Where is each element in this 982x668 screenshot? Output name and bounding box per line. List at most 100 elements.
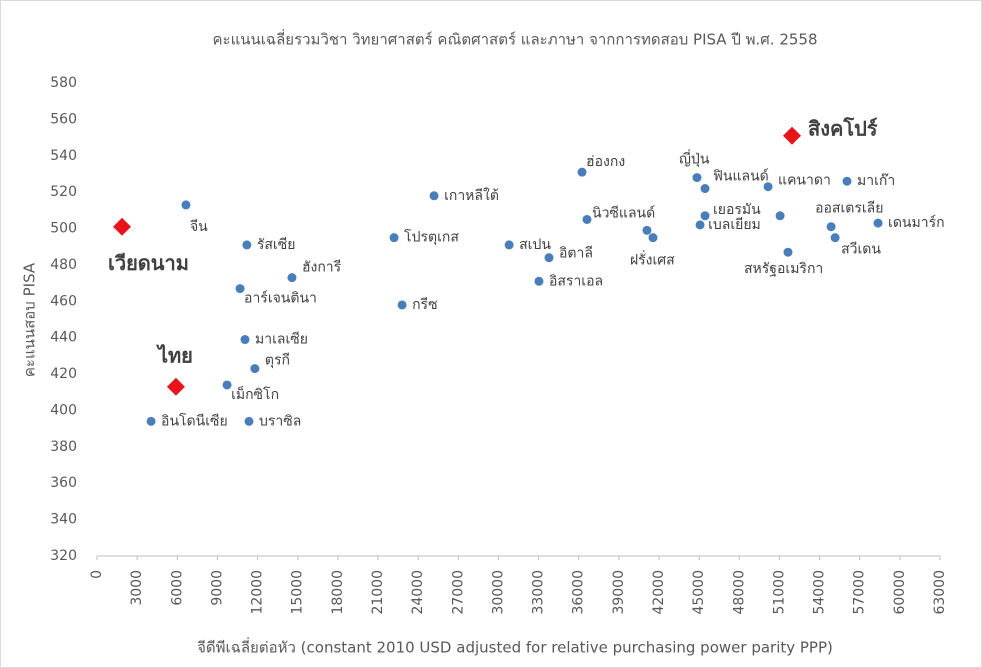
point-label: รัสเซีย (257, 237, 296, 253)
point (397, 300, 407, 310)
x-tick-label: 15000 (290, 570, 306, 615)
x-tick-label: 54000 (812, 570, 828, 615)
x-tick-label: 12000 (250, 570, 266, 615)
point-label: สวีเดน (841, 242, 881, 258)
x-tick-label: 42000 (651, 570, 667, 615)
y-tick-label: 420 (50, 366, 77, 382)
point-label: ฝรั่งเศส (630, 250, 675, 268)
x-tick-label: 0 (89, 570, 105, 579)
x-tick-label: 39000 (611, 570, 627, 615)
x-tick-label: 21000 (370, 570, 386, 615)
x-tick-label: 18000 (330, 570, 346, 615)
point (826, 222, 836, 232)
y-tick-label: 380 (50, 439, 77, 455)
x-tick-label: 30000 (490, 570, 506, 615)
point-label: มาเก๊า (857, 173, 895, 189)
y-tick-label: 560 (50, 111, 77, 127)
point-label: เกาหลีใต้ (444, 187, 499, 204)
point-label: มาเลเซีย (255, 332, 308, 348)
point-label: ฟินแลนด์ (713, 168, 769, 185)
point (240, 335, 250, 345)
point (700, 184, 710, 194)
point (534, 276, 544, 286)
y-tick-label: 320 (50, 548, 77, 564)
point (242, 240, 252, 250)
point (692, 173, 702, 183)
point-label: บราซิล (259, 413, 301, 429)
point (642, 225, 652, 235)
point (842, 176, 852, 186)
diamond-point (113, 217, 132, 236)
point (287, 273, 297, 283)
point-label: ออสเตรเลีย (815, 201, 883, 217)
point-label: เวียดนาม (108, 251, 189, 275)
point-label: นิวซีแลนด์ (592, 204, 655, 221)
x-tick-label: 63000 (932, 570, 948, 615)
point (648, 233, 658, 243)
point (763, 182, 773, 192)
y-tick-label: 480 (50, 257, 77, 273)
point-label: จีน (190, 219, 208, 235)
x-tick-label: 6000 (169, 570, 185, 606)
x-tick-label: 27000 (450, 570, 466, 615)
point-label: โปรตุเกส (404, 229, 459, 246)
x-tick-label: 60000 (892, 570, 908, 615)
y-tick-label: 540 (50, 148, 77, 164)
x-axis-label: จีดีพีเฉลี่ยต่อหัว (constant 2010 USD ad… (197, 637, 833, 657)
point-label: กรีซ (412, 297, 438, 313)
point (873, 218, 883, 228)
point (783, 247, 793, 257)
y-tick-label: 580 (50, 75, 77, 91)
x-tick-label: 48000 (731, 570, 747, 615)
y-tick-label: 400 (50, 402, 77, 418)
point-label: ฮ่องกง (586, 154, 625, 170)
y-tick-label: 460 (50, 293, 77, 309)
y-tick-label: 500 (50, 221, 77, 237)
y-axis-label: คะแนนสอบ PISA (21, 262, 39, 377)
point (429, 191, 439, 201)
point (222, 380, 232, 390)
point-label: แคนาดา (778, 173, 831, 189)
point (544, 253, 554, 263)
point (504, 240, 514, 250)
point (700, 211, 710, 221)
point-label: อิสราเอล (549, 273, 603, 289)
point (830, 233, 840, 243)
x-tick-label: 24000 (410, 570, 426, 615)
point (250, 364, 260, 374)
y-tick-label: 440 (50, 330, 77, 346)
point-label: สิงคโปร์ (808, 116, 878, 140)
y-tick-label: 340 (50, 512, 77, 528)
point (235, 284, 245, 294)
point (181, 200, 191, 210)
diamond-point (166, 377, 185, 396)
point (582, 214, 592, 224)
x-tick-label: 36000 (571, 570, 587, 615)
x-tick-label: 33000 (531, 570, 547, 615)
diamond-point (783, 126, 802, 145)
point (244, 416, 254, 426)
point-label: เม็กซิโก (231, 385, 279, 403)
point-label: ตุรกี (265, 353, 290, 369)
point-label: อาร์เจนตินา (244, 290, 317, 307)
point (389, 233, 399, 243)
chart-title: คะแนนเฉลี่ยรวมวิชา วิทยาศาสตร์ คณิตศาสตร… (212, 29, 817, 49)
point-label: ไทย (156, 343, 193, 367)
point-label: เดนมาร์ก (888, 214, 945, 231)
y-tick-label: 520 (50, 184, 77, 200)
point (695, 220, 705, 230)
x-tick-label: 3000 (129, 570, 145, 606)
point-label: สหรัฐอเมริกา (744, 261, 823, 277)
point-label: อินโดนีเซีย (161, 412, 228, 429)
x-tick-label: 57000 (852, 570, 868, 615)
point (577, 167, 587, 177)
x-tick-label: 45000 (691, 570, 707, 615)
x-tick-label: 9000 (209, 570, 225, 606)
point-label: เยอรมัน (713, 202, 761, 218)
x-tick-label: 51000 (771, 570, 787, 615)
point-label: อิตาลี (559, 246, 593, 262)
point-label: สเปน (519, 237, 551, 253)
point (775, 211, 785, 221)
point (146, 416, 156, 426)
